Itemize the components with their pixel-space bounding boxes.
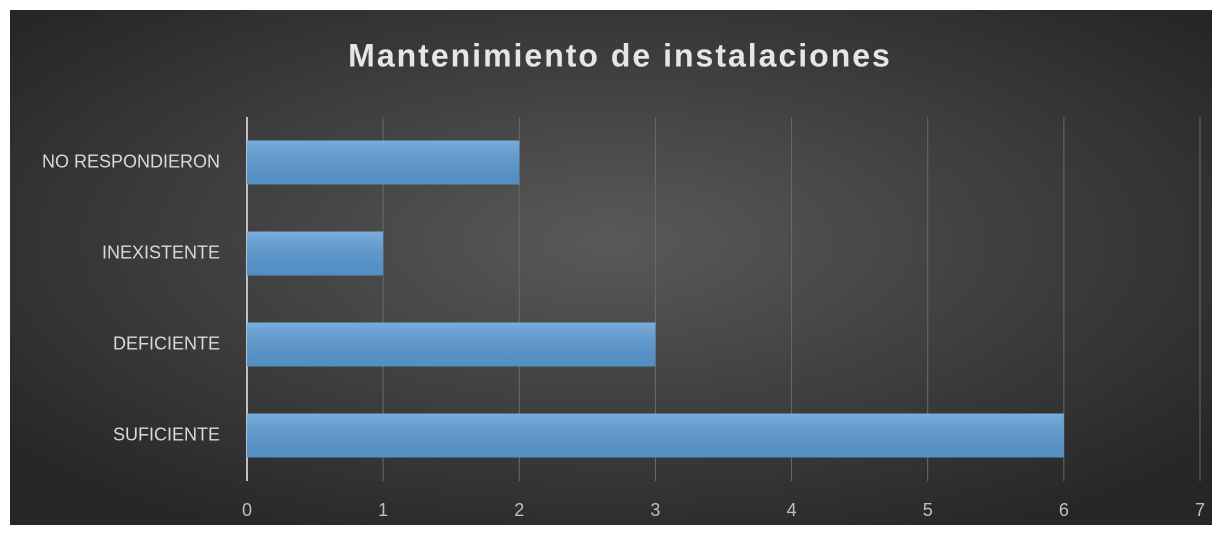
- chart-title: Mantenimiento de instalaciones: [348, 37, 892, 73]
- x-tick-label: 5: [923, 500, 933, 520]
- y-tick-label: SUFICIENTE: [113, 424, 220, 444]
- x-tick-label: 7: [1195, 500, 1205, 520]
- bar-shine: [247, 140, 520, 185]
- y-tick-label: NO RESPONDIERON: [42, 151, 220, 171]
- x-tick-label: 3: [650, 500, 660, 520]
- x-tick-label: 1: [378, 500, 388, 520]
- y-tick-label: INEXISTENTE: [102, 242, 220, 262]
- x-tick-label: 0: [242, 500, 252, 520]
- bar-shine: [247, 322, 656, 367]
- y-tick-label: DEFICIENTE: [113, 333, 220, 353]
- x-tick-label: 6: [1059, 500, 1069, 520]
- x-tick-label: 2: [514, 500, 524, 520]
- bar-shine: [247, 231, 384, 276]
- x-tick-label: 4: [787, 500, 797, 520]
- bar-shine: [247, 413, 1064, 458]
